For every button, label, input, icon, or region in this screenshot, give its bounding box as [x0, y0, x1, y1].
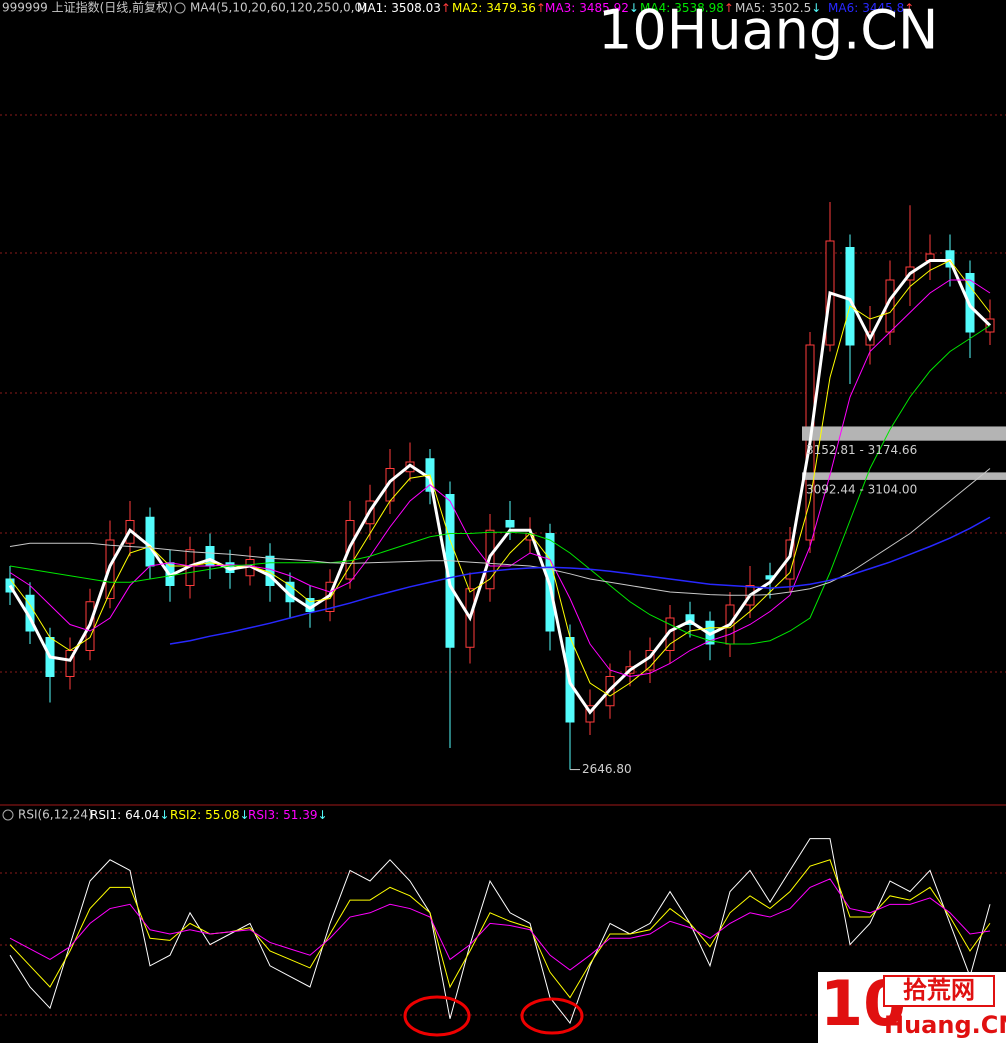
gap-bar: [802, 472, 1006, 480]
logo-name: 拾荒网: [903, 976, 975, 1004]
legend-trend: ↓: [240, 808, 250, 822]
legend-value: 3485.92: [579, 1, 629, 15]
legend-entry: MA5: 3502.5↓: [735, 1, 821, 15]
legend-name: RSI2:: [170, 808, 201, 822]
legend-trend: ↓: [318, 808, 328, 822]
candle-body: [505, 520, 515, 528]
legend-name: MA6:: [828, 1, 858, 15]
legend-value: 55.08: [205, 808, 239, 822]
highlight-circle: [520, 997, 584, 1035]
legend-value: 3445.8: [862, 1, 904, 15]
settings-icon[interactable]: [2, 809, 14, 821]
legend-entry: MA2: 3479.36↑: [452, 1, 546, 15]
logo: 10 拾荒网 Huang.CN: [818, 967, 1006, 1043]
legend-entry: MA1: 3508.03↑: [357, 1, 451, 15]
legend-trend: ↑: [724, 1, 734, 15]
legend-entry: RSI3: 51.39↓: [248, 808, 328, 822]
series-line: [9, 859, 991, 999]
legend-trend: ↓: [160, 808, 170, 822]
legend-name: MA1:: [357, 1, 387, 15]
legend-value: 3508.03: [391, 1, 441, 15]
legend-value: 51.39: [283, 808, 317, 822]
chart-title: 999999 上证指数(日线,前复权): [2, 0, 173, 15]
candle-body: [145, 516, 155, 567]
legend-entry: MA4: 3538.98↑: [640, 1, 734, 15]
legend-name: RSI3:: [248, 808, 279, 822]
series-line: [9, 878, 991, 971]
settings-icon[interactable]: [174, 2, 186, 14]
legend-entry: RSI1: 64.04↓: [90, 808, 170, 822]
series-line: [9, 325, 991, 645]
series-line: [9, 279, 991, 678]
logo-domain: Huang.CN: [884, 1011, 1006, 1039]
legend-entry: RSI2: 55.08↓: [170, 808, 250, 822]
highlight-circle: [403, 995, 471, 1037]
legend-name: MA5:: [735, 1, 765, 15]
gap-label: 3152.81 - 3174.66: [806, 443, 917, 457]
legend-name: RSI1:: [90, 808, 121, 822]
series-line: [8, 259, 992, 715]
series-line: [169, 516, 991, 645]
watermark: 10Huang.CN: [598, 0, 938, 62]
legend-trend: ↑: [441, 1, 451, 15]
legend-trend: ↓: [811, 1, 821, 15]
legend-value: 3502.5: [769, 1, 811, 15]
candle-body: [265, 555, 275, 586]
gap-label: 3092.44 - 3104.00: [806, 482, 917, 496]
legend-name: MA2:: [452, 1, 482, 15]
legend-value: 64.04: [125, 808, 159, 822]
legend-value: 3538.98: [674, 1, 724, 15]
series-line: [9, 838, 991, 1025]
series-line: [9, 468, 991, 596]
legend-entry: MA3: 3485.92↓: [545, 1, 639, 15]
legend-trend: ↓: [629, 1, 639, 15]
legend-value: 3479.36: [486, 1, 536, 15]
grid: [0, 114, 1006, 1016]
legend-name: MA4:: [640, 1, 670, 15]
gap-bar: [802, 426, 1006, 441]
legend-trend: ↑: [904, 1, 914, 15]
candle-body: [845, 247, 855, 346]
legend-name: MA3:: [545, 1, 575, 15]
min-label: 2646.80: [582, 762, 632, 776]
candle-body: [945, 250, 955, 268]
rsi-title: RSI(6,12,24): [18, 808, 93, 822]
indicator-label: MA4(5,10,20,60,120,250,0,0): [190, 1, 367, 15]
legend-entry: MA6: 3445.8↑: [828, 1, 914, 15]
plot-area: [5, 202, 1006, 1025]
legend-trend: ↑: [536, 1, 546, 15]
logo-box: [883, 975, 995, 1007]
